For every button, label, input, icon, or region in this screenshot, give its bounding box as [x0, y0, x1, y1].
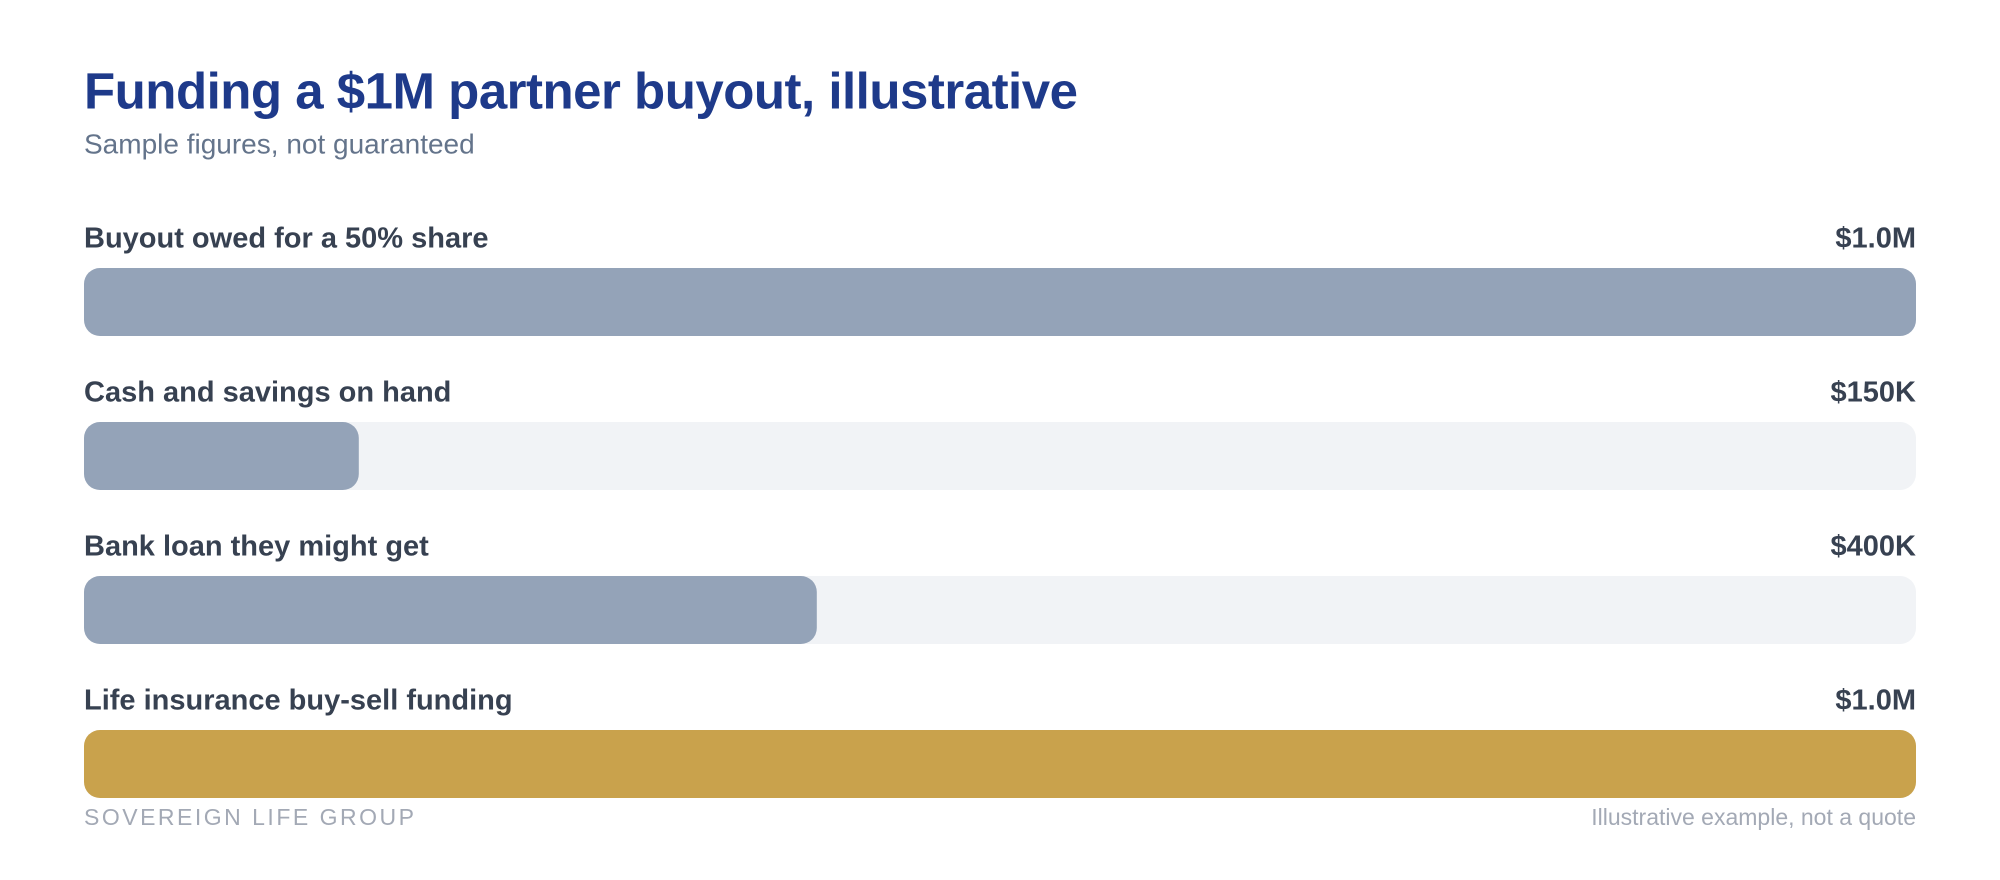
chart-title: Funding a $1M partner buyout, illustrati…: [84, 62, 1077, 119]
bar: [84, 730, 1916, 798]
chart-subtitle: Sample figures, not guaranteed: [84, 128, 475, 159]
bar: [84, 268, 1916, 336]
value-label: $150K: [1831, 377, 1917, 409]
bar-label: Cash and savings on hand: [84, 377, 451, 409]
bar-label: Buyout owed for a 50% share: [84, 223, 489, 255]
bar: [84, 422, 359, 490]
brand: SOVEREIGN LIFE GROUP: [84, 804, 416, 830]
bar: [84, 576, 817, 644]
footnote: Illustrative example, not a quote: [1591, 804, 1916, 830]
bar-label: Life insurance buy-sell funding: [84, 685, 513, 717]
bar-track: [84, 422, 1916, 490]
value-label: $1.0M: [1835, 685, 1916, 717]
value-label: $1.0M: [1835, 223, 1916, 255]
value-label: $400K: [1831, 531, 1917, 563]
bar-label: Bank loan they might get: [84, 531, 429, 563]
